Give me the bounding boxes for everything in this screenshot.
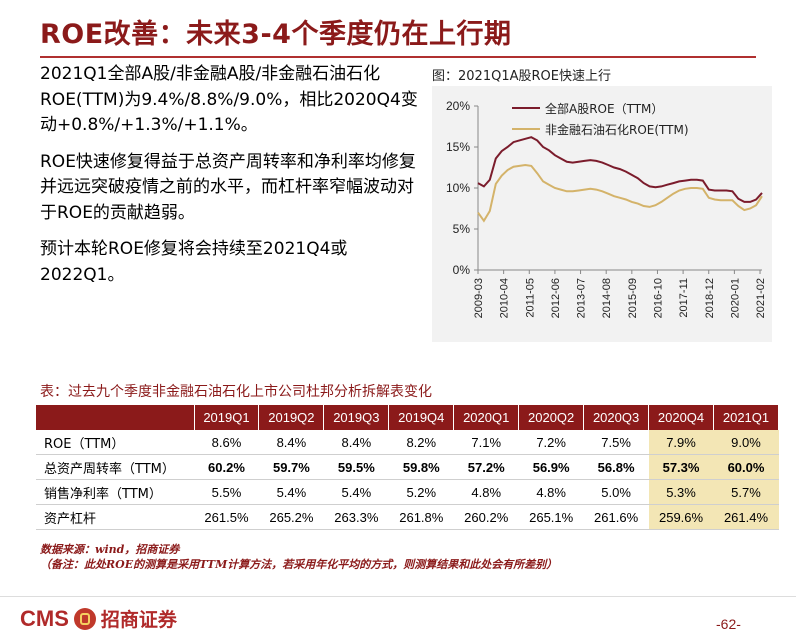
table-header-cell	[36, 405, 195, 430]
footer-divider	[0, 596, 796, 597]
table-cell-highlight: 57.3%	[648, 454, 714, 480]
table-header-cell: 2020Q1	[453, 405, 520, 430]
table-header-cell: 2020Q2	[518, 405, 585, 430]
table-cell: 261.6%	[583, 504, 649, 530]
table-header-cell: 2021Q1	[713, 405, 779, 430]
x-tick-label: 2014-08	[601, 278, 613, 318]
table-cell: 260.2%	[453, 504, 519, 530]
table-cell: 5.2%	[388, 479, 454, 505]
x-tick-label: 2011-05	[524, 278, 536, 318]
logo-seal-icon	[73, 607, 96, 630]
x-tick-label: 2009-03	[473, 278, 485, 318]
x-tick-label: 2017-11	[678, 278, 690, 318]
table-cell: 4.8%	[518, 479, 584, 505]
row-label: ROE（TTM）	[36, 429, 194, 455]
table-cell: 59.7%	[258, 454, 324, 480]
table-header-row: 2019Q1 2019Q2 2019Q3 2019Q4 2020Q1 2020Q…	[36, 405, 779, 430]
table-cell: 265.2%	[258, 504, 324, 530]
table-row-roe: ROE（TTM） 8.6% 8.4% 8.4% 8.2% 7.1% 7.2% 7…	[36, 429, 779, 455]
page-number: -62-	[716, 616, 741, 632]
legend-label-1: 非金融石油石化ROE(TTM)	[545, 122, 689, 137]
table-cell: 5.0%	[583, 479, 649, 505]
table-cell-highlight: 5.3%	[648, 479, 714, 505]
table-cell: 57.2%	[453, 454, 519, 480]
title-divider	[40, 56, 756, 58]
source-note: 数据来源：wind，招商证券	[40, 543, 180, 556]
table-cell-highlight: 5.7%	[713, 479, 779, 505]
table-header-cell: 2019Q4	[388, 405, 455, 430]
table-cell-highlight: 7.9%	[648, 429, 714, 455]
dupont-table: 2019Q1 2019Q2 2019Q3 2019Q4 2020Q1 2020Q…	[36, 405, 779, 530]
y-tick-label: 20%	[446, 99, 470, 113]
table-cell: 56.9%	[518, 454, 584, 480]
x-tick-label: 2013-07	[576, 278, 588, 318]
x-tick-label: 2018-12	[704, 278, 716, 318]
y-tick-label: 0%	[453, 263, 471, 277]
row-label: 资产杠杆	[36, 504, 194, 530]
table-cell: 265.1%	[518, 504, 584, 530]
x-tick-label: 2010-04	[499, 278, 511, 318]
table-header-cell: 2019Q3	[323, 405, 390, 430]
table-cell-highlight: 60.0%	[713, 454, 779, 480]
table-cell: 59.8%	[388, 454, 454, 480]
table-cell: 261.5%	[194, 504, 259, 530]
y-tick-label: 10%	[446, 181, 470, 195]
page-title: ROE改善：未来3-4个季度仍在上行期	[40, 19, 512, 50]
bullet-roe-values: 2021Q1全部A股/非金融A股/非金融石油石化ROE(TTM)为9.4%/8.…	[40, 64, 418, 135]
table-cell: 5.5%	[194, 479, 259, 505]
table-cell: 5.4%	[258, 479, 324, 505]
x-tick-label: 2015-09	[627, 278, 639, 318]
table-header-cell: 2020Q3	[583, 405, 650, 430]
table-cell: 59.5%	[323, 454, 389, 480]
roe-line-chart: 0% 5% 10% 15% 20% 2009-03 2010-04 2011-05 2012-0…	[432, 86, 772, 342]
table-cell: 7.5%	[583, 429, 649, 455]
table-caption: 表：过去九个季度非金融石油石化上市公司杜邦分析拆解表变化	[40, 384, 432, 400]
table-cell: 60.2%	[194, 454, 259, 480]
x-tick-label: 2021-02	[755, 278, 767, 318]
table-header-cell: 2019Q2	[258, 405, 325, 430]
table-cell-highlight: 261.4%	[713, 504, 779, 530]
table-cell: 8.4%	[323, 429, 389, 455]
legend-label-0: 全部A股ROE（TTM）	[545, 101, 663, 116]
table-cell-highlight: 259.6%	[648, 504, 714, 530]
remark-note: （备注：此处ROE的测算是采用TTM计算方法，若采用年化平均的方式，则测算结果和…	[40, 558, 558, 571]
row-label: 销售净利率（TTM）	[36, 479, 194, 505]
table-row-net-margin: 销售净利率（TTM） 5.5% 5.4% 5.4% 5.2% 4.8% 4.8%…	[36, 479, 779, 505]
table-cell: 263.3%	[323, 504, 389, 530]
table-cell-highlight: 9.0%	[713, 429, 779, 455]
series-line-1	[477, 163, 763, 223]
table-cell: 56.8%	[583, 454, 649, 480]
table-cell: 7.2%	[518, 429, 584, 455]
company-logo: CMS 招商证券	[20, 605, 177, 632]
table-cell: 8.2%	[388, 429, 454, 455]
row-label: 总资产周转率（TTM）	[36, 454, 194, 480]
series-line-0	[477, 136, 763, 203]
x-tick-label: 2016-10	[652, 278, 664, 318]
roe-chart-svg: 0% 5% 10% 15% 20% 2009-03 2010-04 2011-05 2012-0…	[446, 99, 767, 318]
bullet-roe-forecast: 预计本轮ROE修复将会持续至2021Q4或2022Q1。	[40, 239, 348, 285]
logo-cms-text: CMS	[20, 605, 69, 631]
table-cell: 8.4%	[258, 429, 324, 455]
table-cell: 4.8%	[453, 479, 519, 505]
chart-caption: 图：2021Q1A股ROE快速上行	[432, 69, 611, 84]
table-cell: 7.1%	[453, 429, 519, 455]
table-cell: 261.8%	[388, 504, 454, 530]
x-tick-label: 2020-01	[729, 278, 741, 318]
x-tick-label: 2012-06	[550, 278, 562, 318]
table-cell: 8.6%	[194, 429, 259, 455]
table-row-asset-turnover: 总资产周转率（TTM） 60.2% 59.7% 59.5% 59.8% 57.2…	[36, 454, 779, 480]
table-header-cell: 2019Q1	[194, 405, 260, 430]
summary-text: 2021Q1全部A股/非金融A股/非金融石油石化ROE(TTM)为9.4%/8.…	[40, 62, 422, 299]
y-tick-label: 15%	[446, 140, 470, 154]
logo-cn-text: 招商证券	[100, 609, 177, 631]
y-tick-label: 5%	[453, 222, 471, 236]
table-header-cell: 2020Q4	[648, 405, 714, 430]
bullet-roe-drivers: ROE快速修复得益于总资产周转率和净利率均修复并远远突破疫情之前的水平，而杠杆率…	[40, 151, 416, 223]
table-cell: 5.4%	[323, 479, 389, 505]
table-row-leverage: 资产杠杆 261.5% 265.2% 263.3% 261.8% 260.2% …	[36, 504, 779, 530]
